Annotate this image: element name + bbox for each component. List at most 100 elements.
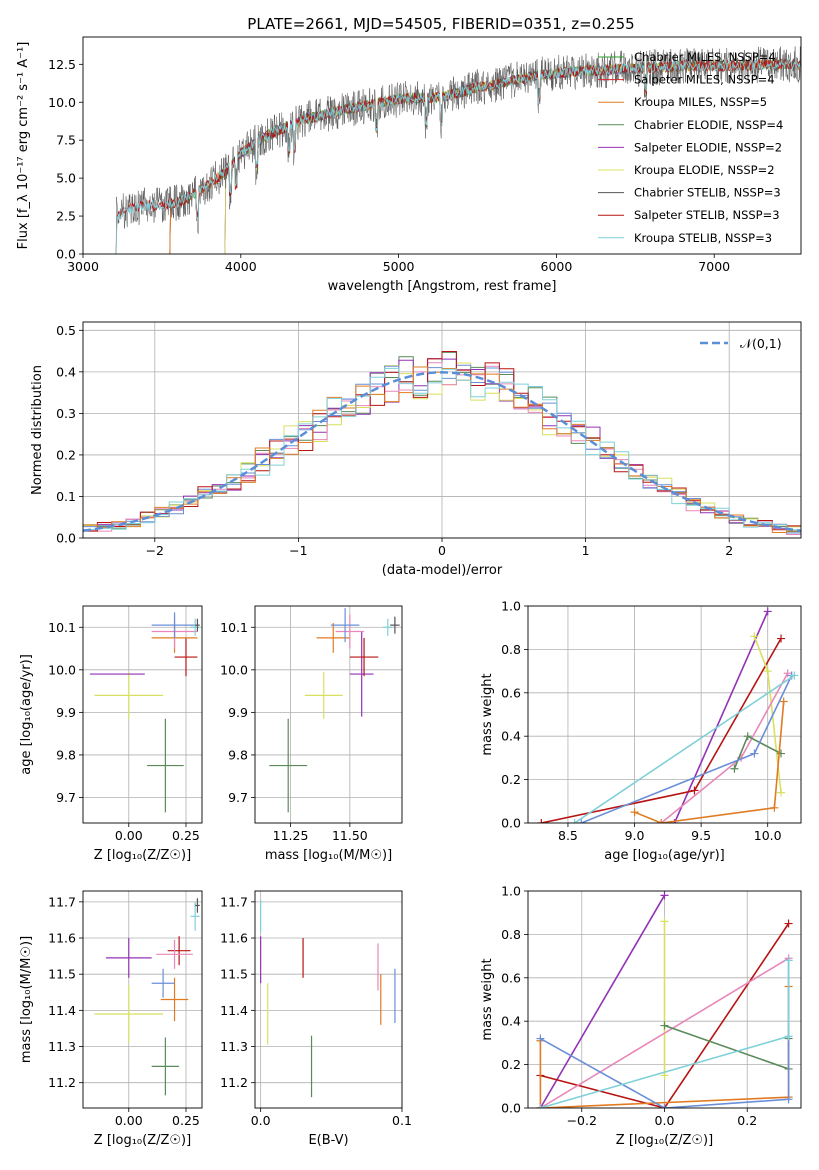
plot-area <box>528 891 801 1108</box>
weight-vs-age-panel: 8.5 9.0 9.5 10.0 0.0 0.2 0.4 0.6 0.8 1.0 age [log₁… <box>480 599 802 863</box>
axes-frame <box>82 36 802 255</box>
axes-frame <box>527 890 802 1109</box>
y-tick-label: 10.1 <box>48 620 76 635</box>
x-axis-label: mass [log₁₀(M/M☉)] <box>265 848 392 863</box>
weight-marker <box>536 1104 545 1108</box>
y-tick-label: 10.0 <box>48 662 76 677</box>
data-point-5 <box>156 939 193 969</box>
y-tick-label: 0.2 <box>501 1057 521 1072</box>
x-tick-label: 4000 <box>225 259 257 274</box>
y-tick-label: 2.5 <box>56 209 76 224</box>
weight-marker <box>784 1095 793 1104</box>
x-tick-label: 7000 <box>698 259 730 274</box>
y-tick-label: 9.9 <box>228 705 248 720</box>
histogram-5 <box>83 351 801 532</box>
weight-marker <box>783 669 792 678</box>
data-point-5 <box>335 614 365 649</box>
legend-entry: Salpeter ELODIE, NSSP=2 <box>634 140 782 154</box>
axes: −2 −1 0 1 2 0.0 0.1 0.2 0.3 0.4 0.5 (data-model)/er… <box>30 323 733 578</box>
axes: 3000 4000 5000 6000 7000 0.0 2.5 5.0 7.5 10.0 12.5… <box>16 42 730 294</box>
data-point-7 <box>190 901 200 931</box>
y-tick-label: 1.0 <box>501 599 521 614</box>
y-tick-label: 0.4 <box>56 364 76 379</box>
data-point-3 <box>349 637 379 677</box>
y-tick-label: 10.1 <box>220 620 248 635</box>
weight-marker <box>730 764 739 773</box>
weight-marker <box>750 749 759 758</box>
weight-marker <box>570 819 579 823</box>
data-point-8 <box>195 618 200 632</box>
x-tick-label: −2 <box>146 543 164 558</box>
data-point-8 <box>390 616 400 634</box>
x-tick-label: 0.00 <box>115 1113 143 1128</box>
weight-series-1 <box>541 638 782 823</box>
x-axis-label: Z [log₁₀(Z/Z☉)] <box>94 848 191 863</box>
weight-series-0 <box>673 611 769 823</box>
plot-area <box>83 322 801 538</box>
y-tick-label: 11.3 <box>48 1039 76 1054</box>
weight-vs-z-panel: −0.2 0.0 0.2 0.0 0.2 0.4 0.6 0.8 1.0 Z [log₁₀(Z/Z… <box>480 884 802 1148</box>
plot-area <box>255 891 402 1108</box>
axes-frame <box>254 890 403 1109</box>
y-tick-label: 0.4 <box>501 729 521 744</box>
y-tick-label: 0.0 <box>56 531 76 546</box>
legend-entry: Kroupa MILES, NSSP=5 <box>634 95 767 109</box>
mass-vs-z-panel: 0.00 0.25 11.2 11.3 11.4 11.5 11.6 11.7 Z [log₁₀… <box>19 890 203 1148</box>
y-tick-label: 11.7 <box>220 894 248 909</box>
weight-marker <box>777 788 786 797</box>
y-tick-label: 0.1 <box>56 489 76 504</box>
weight-marker <box>763 667 772 676</box>
age-vs-mass-panel: 11.25 11.50 9.7 9.8 9.9 10.0 10.1 mass [log₁₀(M… <box>220 605 403 863</box>
weight-marker <box>690 786 699 795</box>
plot-area <box>528 606 801 823</box>
x-axis-label: wavelength [Angstrom, rest frame] <box>328 279 557 294</box>
axes-frame <box>82 321 802 539</box>
data-point-6 <box>151 968 175 998</box>
series-8 <box>115 57 801 254</box>
data-point-1 <box>304 671 343 719</box>
y-tick-label: 10.0 <box>220 662 248 677</box>
y-tick-label: 9.9 <box>56 705 76 720</box>
spectrum-panel: 3000 4000 5000 6000 7000 0.0 2.5 5.0 7.5 10.0 12.5… <box>16 36 802 294</box>
y-tick-label: 11.6 <box>48 931 76 946</box>
data-point-2 <box>105 938 152 978</box>
legend-entry: Salpeter MILES, NSSP=4 <box>634 73 775 87</box>
data-point-8 <box>195 898 200 913</box>
x-tick-label: 9.0 <box>625 828 645 843</box>
plot-area <box>83 891 202 1108</box>
y-tick-label: 0.0 <box>501 816 521 831</box>
x-tick-label: 0.25 <box>172 1113 200 1128</box>
data-point-6 <box>330 608 360 643</box>
data-point-1 <box>94 671 164 719</box>
legend-entry: Kroupa ELODIE, NSSP=2 <box>634 163 775 177</box>
gaussian-curve <box>83 371 801 532</box>
axes-frame <box>82 605 203 824</box>
weight-marker <box>779 697 788 706</box>
x-tick-label: 0.00 <box>115 828 143 843</box>
weight-marker <box>743 732 752 741</box>
y-tick-label: 9.7 <box>228 790 248 805</box>
y-axis-label: mass weight <box>480 673 495 755</box>
x-tick-label: 6000 <box>541 259 573 274</box>
weight-series-4 <box>664 1024 790 1071</box>
data-point-4 <box>160 977 189 1022</box>
y-tick-label: 5.0 <box>56 171 76 186</box>
data-point-3 <box>174 637 198 677</box>
axes: 0.00 0.25 11.2 11.3 11.4 11.5 11.6 11.7 Z [log₁₀… <box>19 894 200 1148</box>
y-tick-label: 11.4 <box>48 1003 76 1018</box>
y-tick-label: 0.2 <box>56 447 76 462</box>
y-axis-label: mass [log₁₀(M/M☉)] <box>19 936 34 1063</box>
series-6 <box>115 46 801 254</box>
residuals-panel: −2 −1 0 1 2 0.0 0.1 0.2 0.3 0.4 0.5 (data-model)/er… <box>30 321 802 578</box>
data-point-1 <box>94 985 164 1043</box>
weight-marker <box>763 607 772 616</box>
y-tick-label: 11.2 <box>220 1075 248 1090</box>
x-axis-label: age [log₁₀(age/yr)] <box>604 848 725 863</box>
y-tick-label: 9.8 <box>56 747 76 762</box>
y-tick-label: 11.4 <box>220 1003 248 1018</box>
data-point-2 <box>349 631 374 717</box>
axes: 11.25 11.50 9.7 9.8 9.9 10.0 10.1 mass [log₁₀(M… <box>220 620 392 863</box>
y-tick-label: 0.5 <box>56 323 76 338</box>
weight-marker <box>537 819 546 823</box>
